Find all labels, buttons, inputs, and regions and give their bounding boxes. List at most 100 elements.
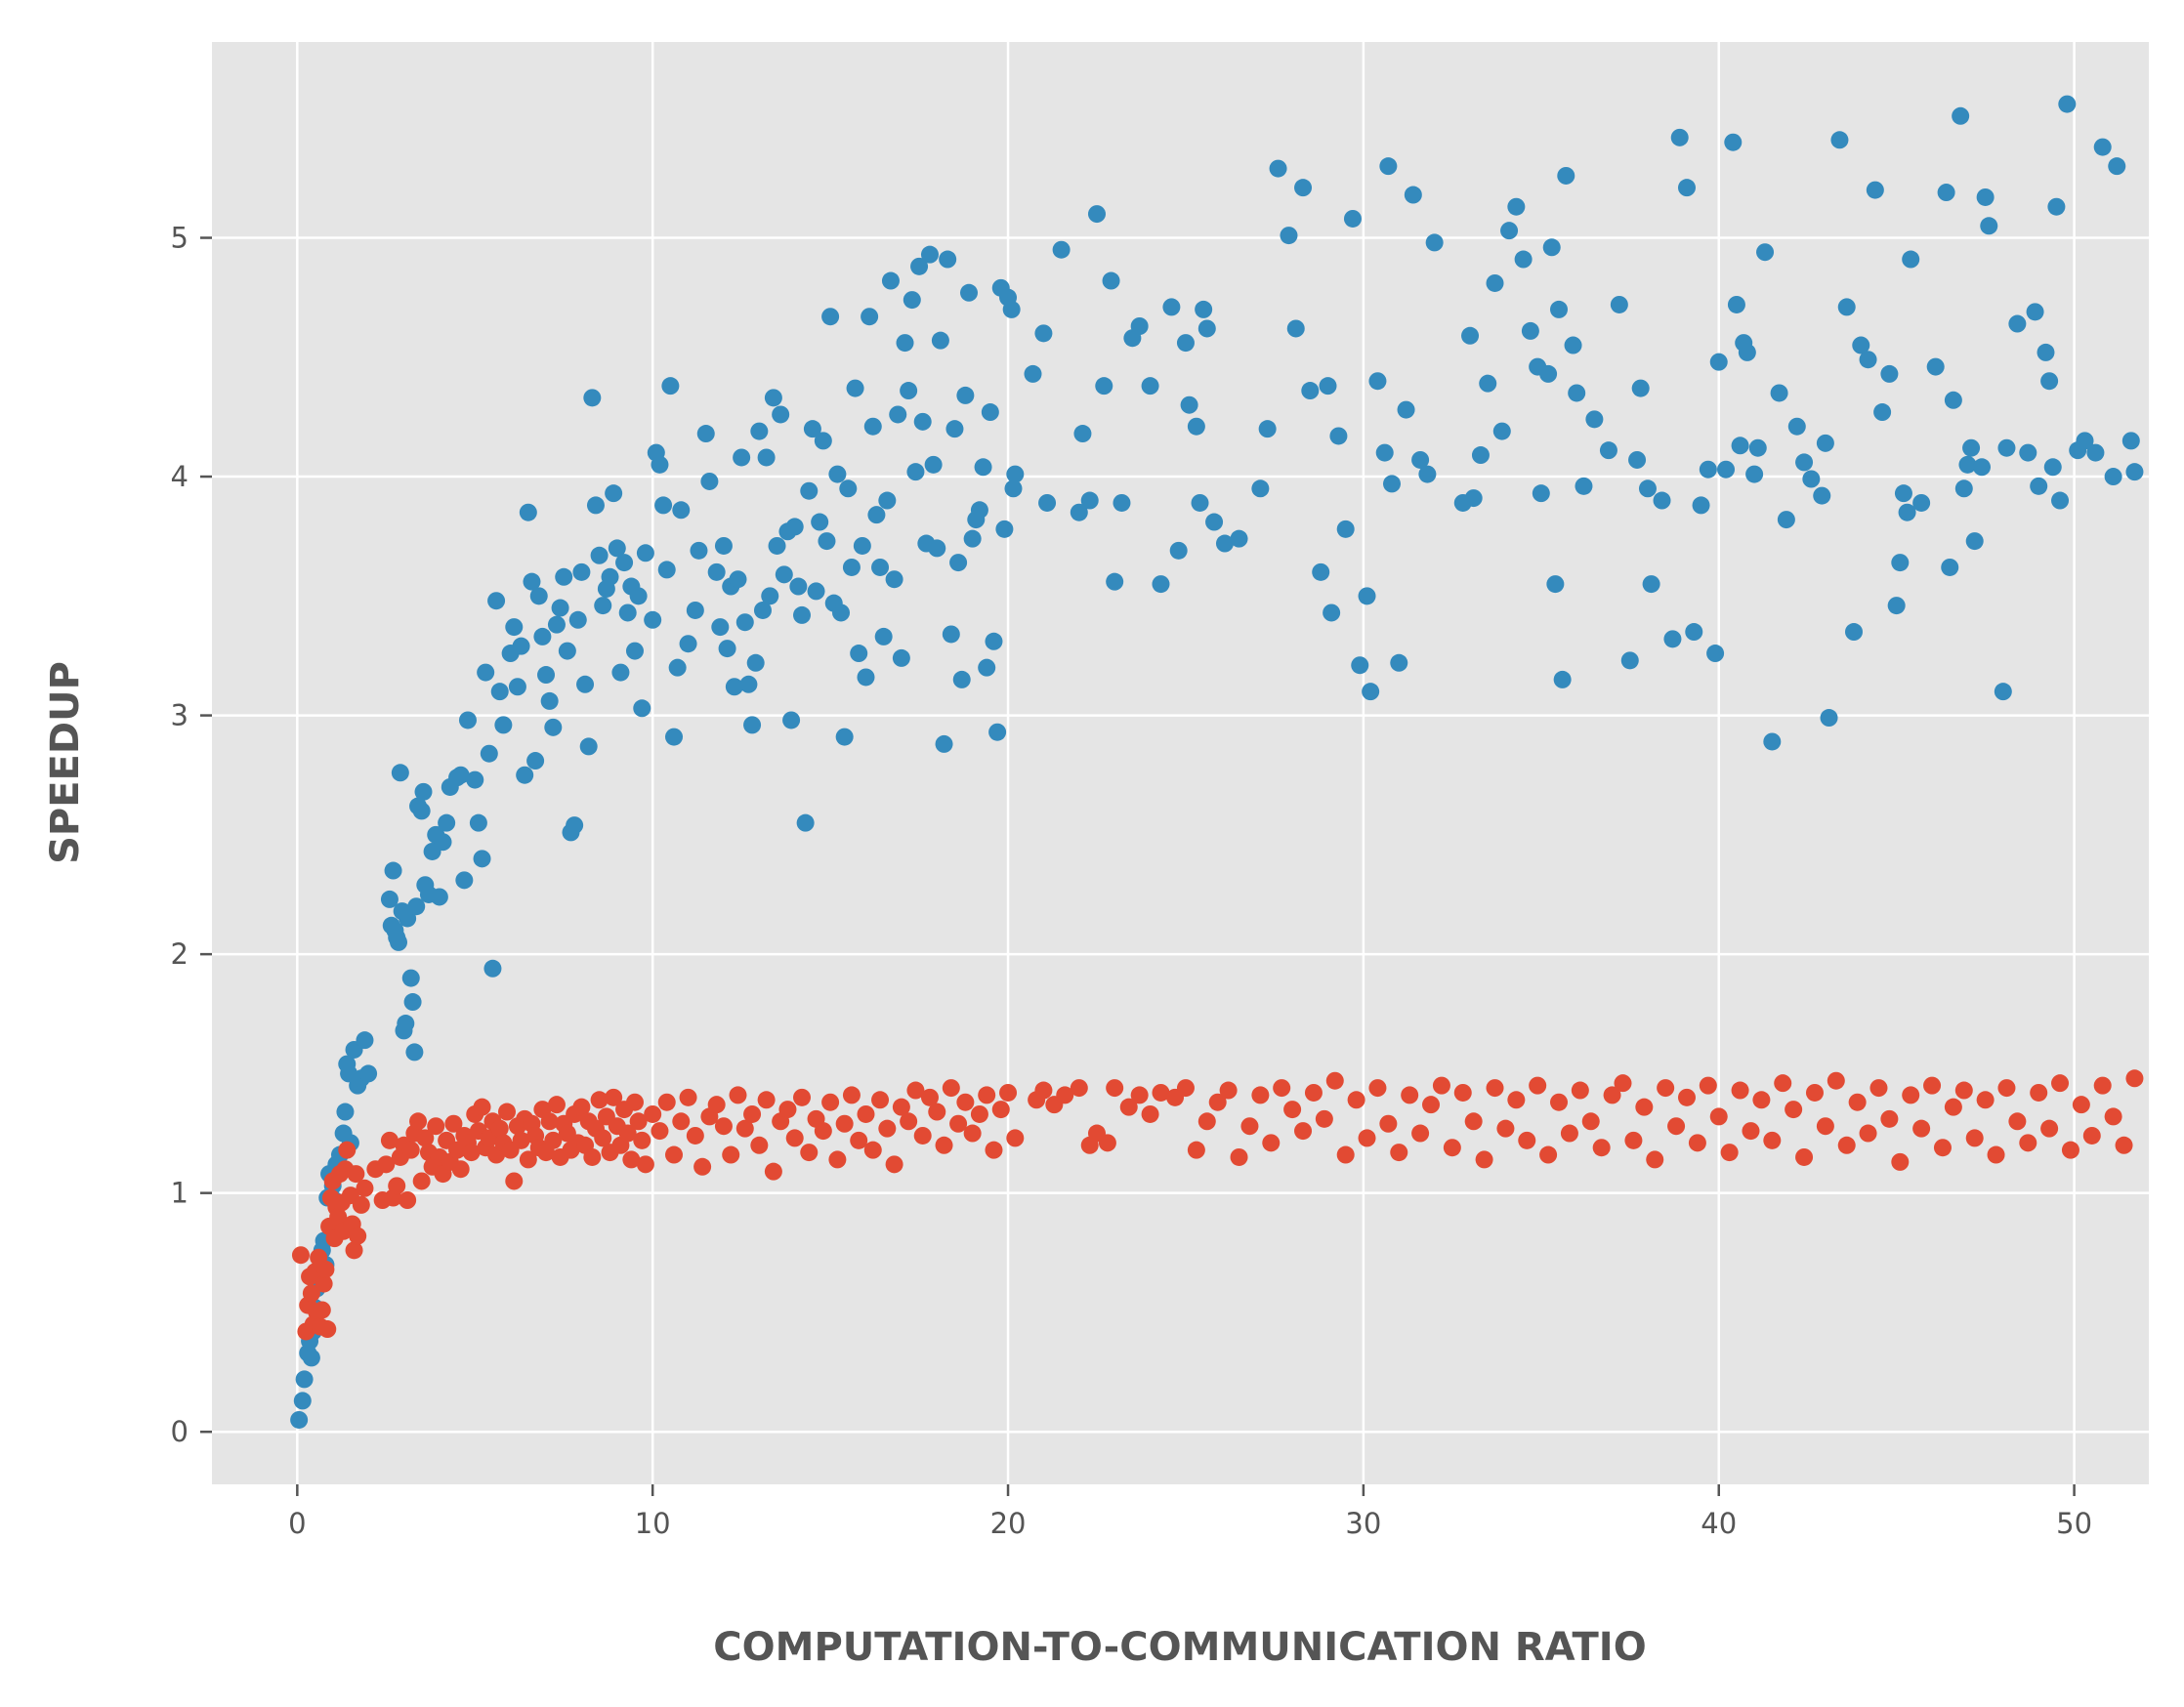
data-point — [906, 1081, 925, 1100]
data-point — [1375, 443, 1394, 462]
data-point — [735, 613, 754, 632]
data-point — [519, 503, 537, 521]
data-point — [2108, 157, 2126, 176]
data-point — [572, 1098, 591, 1116]
data-point — [579, 737, 598, 756]
data-point — [1802, 470, 1821, 488]
data-point — [1610, 295, 1628, 313]
data-point — [1965, 532, 1984, 551]
y-tick-label: 0 — [171, 1415, 189, 1448]
data-point — [679, 1088, 697, 1106]
data-point — [295, 1370, 314, 1389]
data-point — [1952, 106, 1970, 125]
series-1-points — [290, 95, 2144, 1429]
data-point — [1539, 1145, 1558, 1164]
data-point — [1479, 374, 1497, 393]
data-point — [412, 802, 431, 820]
data-point — [1425, 233, 1444, 252]
data-point — [1347, 1091, 1365, 1109]
data-point — [757, 1091, 776, 1109]
data-point — [842, 1086, 861, 1104]
data-point — [594, 597, 612, 615]
data-point — [1912, 493, 1931, 512]
data-point — [1997, 1079, 2016, 1098]
data-point — [1727, 295, 1745, 313]
data-point — [913, 412, 932, 431]
data-point — [583, 389, 602, 407]
data-point — [1685, 623, 1703, 642]
data-point — [566, 816, 584, 835]
data-point — [497, 1103, 516, 1121]
data-point — [1954, 479, 1973, 498]
data-point — [1564, 336, 1582, 354]
data-point — [547, 1096, 566, 1114]
data-point — [800, 481, 819, 500]
data-point — [336, 1103, 355, 1121]
data-point — [622, 1150, 641, 1169]
data-point — [1542, 238, 1561, 257]
data-point — [1859, 1124, 1877, 1143]
data-point — [1620, 651, 1639, 670]
data-point — [672, 501, 691, 520]
data-point — [1507, 197, 1526, 216]
data-point — [1286, 319, 1305, 338]
data-point — [1706, 645, 1725, 663]
data-point — [686, 601, 704, 619]
data-point — [952, 670, 971, 688]
data-point — [1976, 187, 1995, 206]
data-point — [707, 562, 726, 581]
data-point — [629, 587, 648, 605]
data-point — [1546, 575, 1565, 594]
data-point — [1827, 1071, 1845, 1090]
data-point — [1187, 417, 1205, 436]
data-point — [2047, 197, 2066, 216]
data-point — [1845, 623, 1864, 642]
axis-ticks — [200, 236, 2076, 1496]
data-point — [1080, 491, 1099, 510]
data-point — [399, 1191, 417, 1210]
data-point — [401, 969, 420, 987]
data-point — [1898, 503, 1916, 521]
data-point — [644, 610, 662, 629]
data-point — [2104, 1107, 2122, 1126]
data-point — [1230, 1147, 1248, 1166]
data-point — [939, 250, 957, 269]
data-point — [590, 1091, 609, 1109]
data-point — [508, 678, 526, 696]
data-point — [1614, 1074, 1632, 1093]
data-point — [970, 501, 988, 520]
data-point — [1038, 493, 1057, 512]
data-point — [2072, 1096, 2090, 1114]
data-point — [293, 1392, 312, 1410]
y-tick-label: 3 — [171, 699, 189, 732]
data-point — [359, 1064, 378, 1083]
data-point — [906, 463, 925, 481]
data-point — [1358, 587, 1376, 605]
data-point — [1987, 1145, 2005, 1164]
data-point — [1717, 460, 1736, 479]
data-point — [1251, 479, 1270, 498]
data-point — [1891, 1152, 1910, 1171]
data-point — [487, 592, 506, 610]
data-point — [1866, 181, 1884, 199]
data-point — [477, 663, 495, 682]
data-point — [1052, 240, 1071, 259]
data-point — [2037, 343, 2055, 361]
y-tick-label: 2 — [171, 937, 189, 971]
data-point — [835, 728, 854, 746]
data-point — [1205, 513, 1224, 531]
data-point — [818, 532, 836, 551]
data-point — [814, 432, 832, 450]
data-point — [633, 699, 651, 718]
data-point — [1748, 438, 1767, 457]
data-point — [1677, 179, 1696, 197]
data-point — [1191, 493, 1209, 512]
data-point — [711, 618, 730, 637]
data-point — [523, 572, 541, 591]
data-point — [743, 1104, 762, 1123]
data-point — [1631, 379, 1650, 397]
data-point — [928, 539, 946, 558]
data-point — [1745, 465, 1764, 483]
data-point — [583, 1147, 602, 1166]
data-point — [315, 1274, 333, 1293]
